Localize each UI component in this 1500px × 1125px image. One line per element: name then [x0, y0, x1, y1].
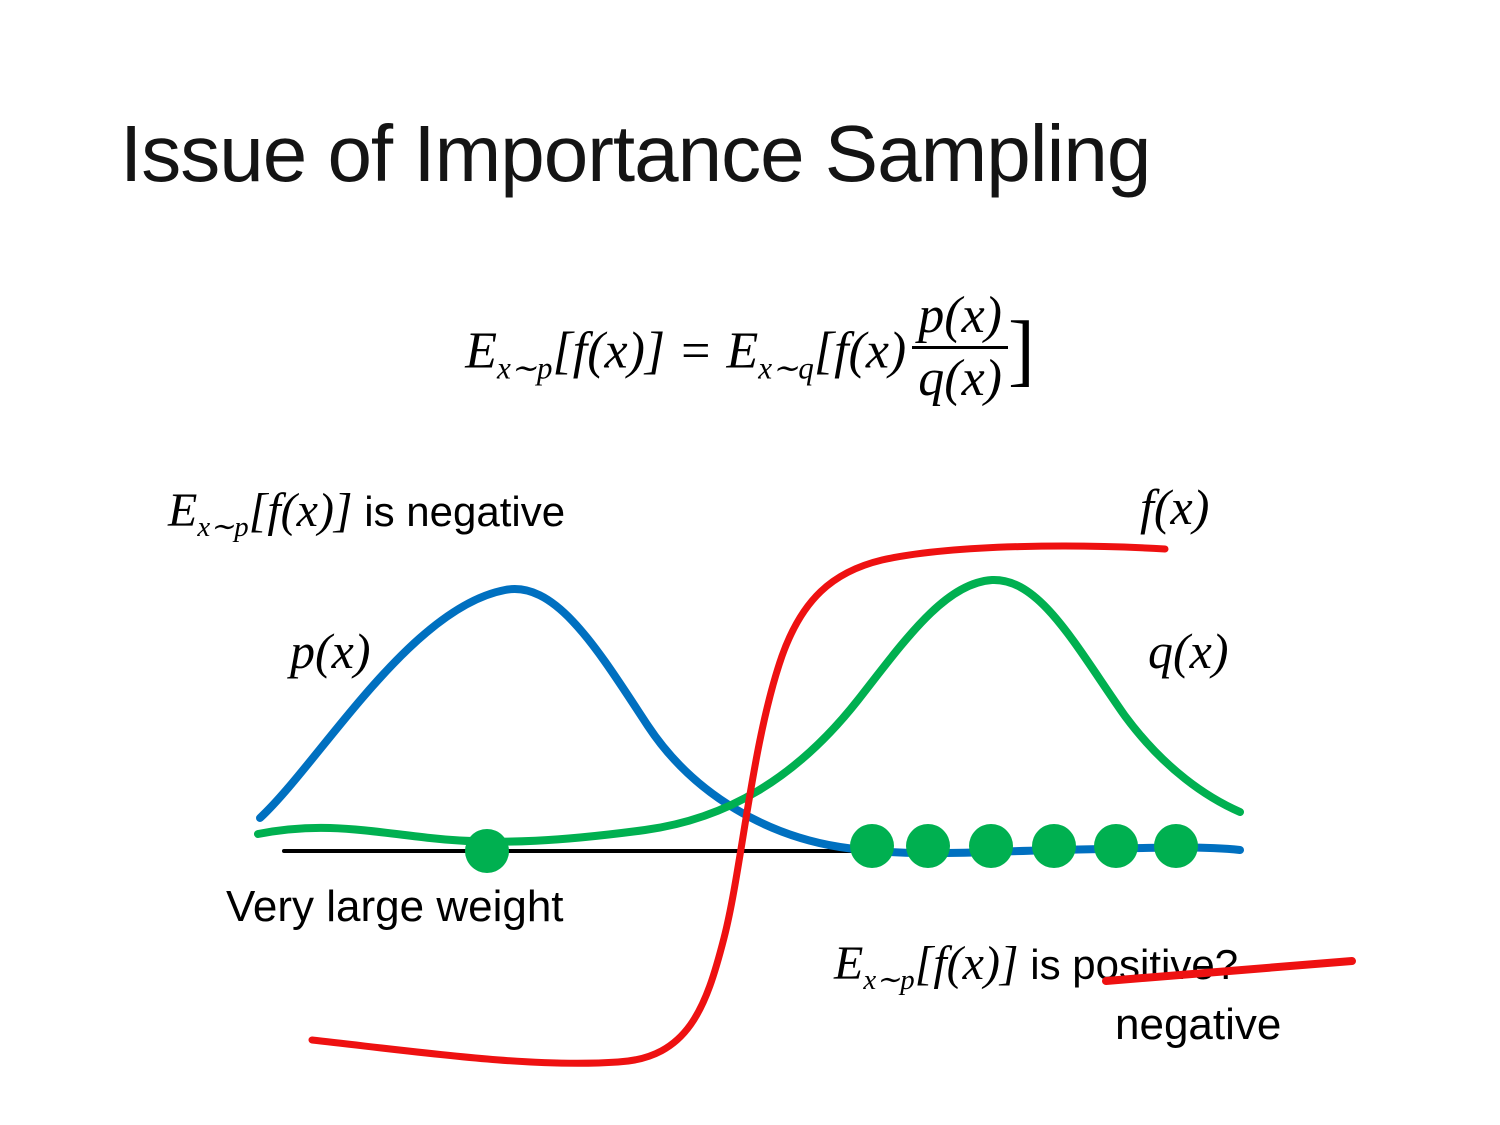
- large-weight-sample-dot: [465, 829, 509, 873]
- fraction-numerator: p(x): [912, 287, 1008, 350]
- sample-dot: [1032, 824, 1076, 868]
- sample-dots-group: [465, 824, 1198, 873]
- p-curve: [256, 585, 1244, 858]
- expectation-negative-note: Ex∼p[f(x)] is negative: [168, 483, 565, 544]
- p-curve-label: p(x): [290, 623, 371, 679]
- br-note-math: Ex∼p[f(x)]: [834, 937, 1019, 997]
- left-note-text: is negative: [352, 488, 566, 535]
- sample-dot: [906, 824, 950, 868]
- f-curve-label: f(x): [1140, 479, 1210, 535]
- equation-rhs-open: [f(x): [813, 322, 907, 380]
- equation-rhs-subscript: x∼q: [758, 350, 814, 386]
- importance-sampling-equation: Ex∼p[f(x)] = Ex∼q[f(x) p(x) q(x)]: [0, 287, 1500, 415]
- fraction-denominator: q(x): [918, 350, 1002, 408]
- equation-equals-sign: =: [681, 322, 711, 380]
- sample-dot: [969, 824, 1013, 868]
- sample-dot: [1154, 824, 1198, 868]
- left-note-math: Ex∼p[f(x)]: [168, 484, 353, 544]
- br-note-struck-word: positive?: [1072, 941, 1239, 988]
- q-curve-label: q(x): [1148, 623, 1229, 679]
- equation-rhs-E: E: [726, 322, 759, 380]
- br-note-is: is: [1018, 941, 1073, 988]
- sample-dot: [1094, 824, 1138, 868]
- page-title: Issue of Importance Sampling: [120, 109, 1151, 198]
- sample-dot: [850, 824, 894, 868]
- equation-lhs-E: E: [465, 322, 497, 380]
- equation-lhs-subscript: x∼p: [496, 350, 553, 386]
- equation-close-bracket: ]: [1007, 304, 1035, 394]
- weight-fraction: p(x) q(x): [912, 287, 1008, 408]
- very-large-weight-note: Very large weight: [226, 882, 564, 931]
- expectation-positive-note: Ex∼p[f(x)] is positive?: [834, 936, 1238, 997]
- q-curve: [254, 575, 1244, 846]
- negative-answer-text: negative: [1115, 1000, 1282, 1049]
- equation-lhs-rest: [f(x)]: [552, 322, 666, 380]
